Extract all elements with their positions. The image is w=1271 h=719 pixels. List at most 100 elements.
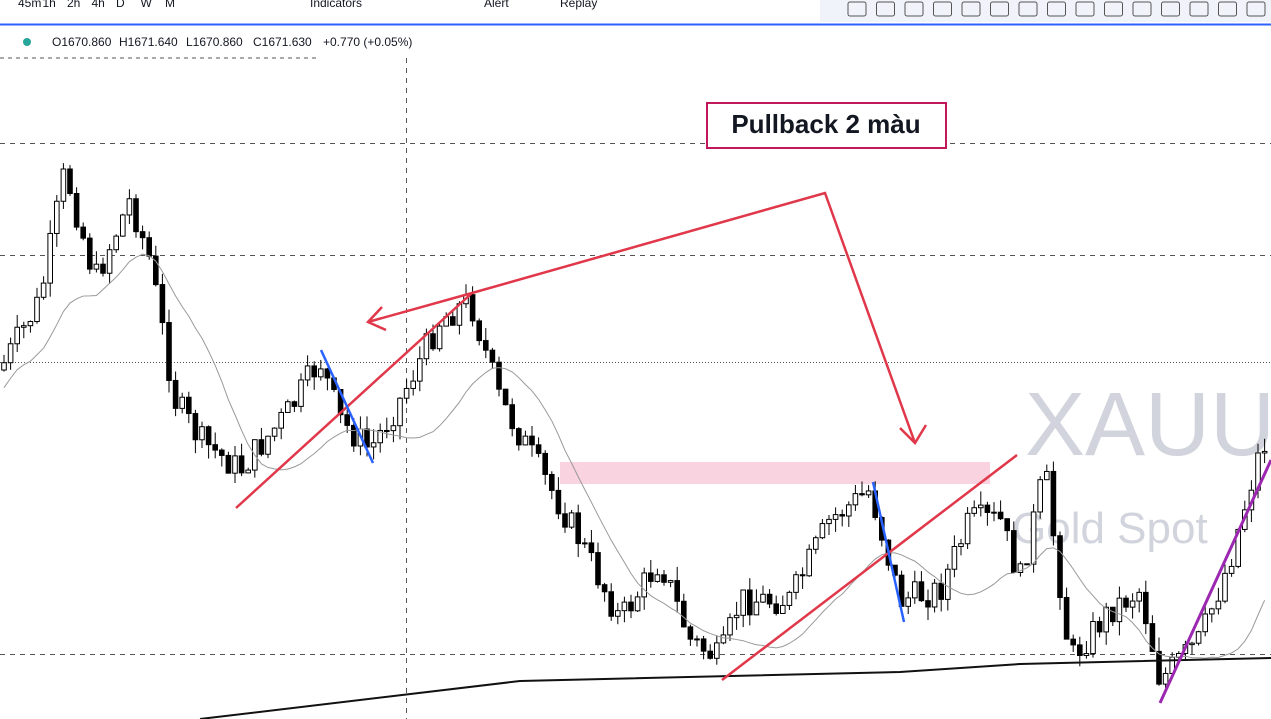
candle-body	[496, 361, 502, 390]
tool-icon[interactable]	[1161, 1, 1180, 17]
candle-body	[793, 574, 799, 593]
candle-body	[199, 426, 205, 441]
legend-high: H1671.640	[119, 35, 178, 49]
candle-body	[40, 282, 47, 298]
candle-body	[278, 411, 284, 429]
candle-body	[865, 490, 872, 496]
candle-body	[1195, 631, 1202, 644]
candle-body	[661, 574, 667, 583]
tool-icon[interactable]	[1018, 1, 1038, 17]
candle-body	[1110, 606, 1116, 623]
candle-body	[502, 388, 509, 406]
candle-body	[34, 296, 40, 323]
interval-button[interactable]: W	[141, 0, 153, 10]
candle-body	[832, 514, 839, 520]
tool-icon[interactable]	[904, 1, 924, 17]
interval-button[interactable]: M	[165, 0, 175, 10]
candle-body	[747, 589, 753, 616]
candle-body	[100, 263, 106, 274]
candle-body	[582, 542, 588, 545]
candle-body	[1123, 597, 1129, 608]
candle-body	[766, 593, 773, 605]
tool-icon[interactable]	[961, 1, 981, 17]
candle-body	[958, 543, 964, 548]
candle-body	[1149, 623, 1156, 652]
candle-body	[1096, 621, 1103, 633]
tool-icon[interactable]	[847, 1, 867, 17]
candle-body	[1143, 591, 1149, 625]
tool-icon[interactable]	[876, 1, 895, 17]
watermark-name: Gold Spot	[1012, 504, 1208, 553]
candle-body	[535, 444, 542, 454]
indicators-button[interactable]: Indicators	[310, 0, 362, 10]
candle-body	[80, 226, 87, 239]
tool-icon[interactable]	[1075, 1, 1095, 17]
candle-body	[945, 568, 951, 600]
candle-body	[1202, 613, 1209, 633]
candle-body	[291, 401, 298, 407]
candle-body	[549, 473, 555, 491]
interval-button[interactable]: 1h	[43, 0, 56, 10]
candle-body	[337, 388, 344, 416]
interval-button[interactable]: 45m	[18, 0, 41, 10]
tool-icon[interactable]	[933, 1, 952, 17]
candle-body	[344, 414, 350, 426]
candle-body	[1129, 600, 1136, 608]
candle-body	[615, 610, 621, 617]
blue-drawings	[319, 349, 906, 623]
candle-body	[430, 333, 436, 350]
candle-body	[212, 444, 218, 451]
tool-icon[interactable]	[1246, 1, 1266, 17]
candle-body	[21, 325, 27, 328]
interval-button[interactable]: 2h	[67, 0, 80, 10]
candle-body	[1116, 597, 1123, 623]
tool-icon[interactable]	[1132, 1, 1152, 17]
tool-icon[interactable]	[1189, 1, 1209, 17]
candle-body	[628, 601, 634, 612]
candle-body	[654, 574, 661, 582]
candle-body	[483, 340, 489, 351]
candle-body	[153, 255, 159, 286]
candle-body	[674, 580, 681, 602]
candle-body	[1004, 518, 1011, 532]
candle-body	[529, 435, 535, 446]
candle-body	[403, 387, 410, 399]
candle-body	[601, 584, 608, 593]
candle-body	[991, 511, 997, 514]
candle-body	[516, 428, 522, 446]
tool-icon[interactable]	[1047, 1, 1066, 17]
candle-body	[172, 379, 179, 409]
candle-body	[720, 634, 727, 644]
interval-button[interactable]: 4h	[92, 0, 105, 10]
legend-open: O1670.860	[52, 35, 112, 49]
candle-body	[634, 596, 641, 612]
candle-body	[1044, 470, 1050, 481]
candle-body	[555, 489, 562, 515]
candle-body	[852, 493, 859, 506]
candle-body	[575, 512, 582, 545]
annotation-text: Pullback 2 màu	[731, 109, 920, 139]
candle-body	[370, 442, 377, 448]
tool-icon[interactable]	[990, 1, 1009, 17]
candle-body	[806, 548, 813, 577]
alert-button[interactable]: Alert	[484, 0, 509, 10]
candle-body	[938, 582, 945, 600]
candle-body	[126, 198, 133, 216]
tool-icon[interactable]	[1104, 1, 1123, 17]
candle-body	[417, 358, 423, 382]
candle-body	[1057, 535, 1063, 598]
replay-button[interactable]: Replay	[560, 0, 597, 10]
candle-body	[1215, 600, 1222, 610]
interval-button[interactable]: D	[116, 0, 125, 10]
candle-body	[1156, 650, 1162, 685]
candle-body	[304, 365, 311, 381]
legend-close: C1671.630	[253, 35, 312, 49]
candle-body	[595, 552, 601, 586]
candle-body	[846, 504, 852, 517]
candle-body	[799, 574, 806, 577]
candle-body	[1011, 530, 1017, 573]
candle-body	[1136, 591, 1143, 602]
short-ma	[3, 253, 1266, 659]
tool-icon[interactable]	[1218, 1, 1237, 17]
